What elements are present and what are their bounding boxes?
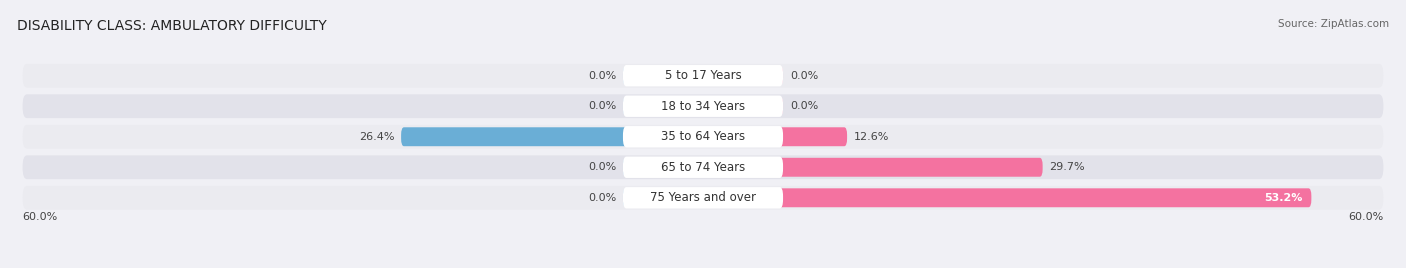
Text: 18 to 34 Years: 18 to 34 Years	[661, 100, 745, 113]
FancyBboxPatch shape	[703, 66, 783, 85]
Text: 0.0%: 0.0%	[588, 71, 616, 81]
Text: 0.0%: 0.0%	[790, 101, 818, 111]
FancyBboxPatch shape	[623, 158, 703, 177]
FancyBboxPatch shape	[623, 96, 783, 117]
Text: 0.0%: 0.0%	[588, 101, 616, 111]
FancyBboxPatch shape	[22, 125, 1384, 149]
FancyBboxPatch shape	[22, 155, 1384, 179]
FancyBboxPatch shape	[623, 188, 703, 207]
Text: 65 to 74 Years: 65 to 74 Years	[661, 161, 745, 174]
FancyBboxPatch shape	[623, 187, 783, 209]
Text: 53.2%: 53.2%	[1264, 193, 1302, 203]
FancyBboxPatch shape	[623, 157, 783, 178]
FancyBboxPatch shape	[623, 66, 703, 85]
FancyBboxPatch shape	[623, 65, 783, 86]
Text: 35 to 64 Years: 35 to 64 Years	[661, 130, 745, 143]
Text: 0.0%: 0.0%	[790, 71, 818, 81]
Text: 60.0%: 60.0%	[22, 212, 58, 222]
FancyBboxPatch shape	[623, 126, 783, 147]
Text: 75 Years and over: 75 Years and over	[650, 191, 756, 204]
FancyBboxPatch shape	[703, 188, 1312, 207]
FancyBboxPatch shape	[623, 97, 703, 116]
Text: 60.0%: 60.0%	[1348, 212, 1384, 222]
FancyBboxPatch shape	[703, 97, 783, 116]
Text: 5 to 17 Years: 5 to 17 Years	[665, 69, 741, 82]
Text: 12.6%: 12.6%	[853, 132, 890, 142]
FancyBboxPatch shape	[22, 64, 1384, 88]
Text: DISABILITY CLASS: AMBULATORY DIFFICULTY: DISABILITY CLASS: AMBULATORY DIFFICULTY	[17, 19, 326, 33]
Text: 0.0%: 0.0%	[588, 162, 616, 172]
FancyBboxPatch shape	[703, 158, 1043, 177]
Text: Source: ZipAtlas.com: Source: ZipAtlas.com	[1278, 19, 1389, 29]
FancyBboxPatch shape	[401, 127, 703, 146]
Text: 29.7%: 29.7%	[1049, 162, 1085, 172]
Text: 26.4%: 26.4%	[359, 132, 394, 142]
FancyBboxPatch shape	[22, 186, 1384, 210]
Text: 0.0%: 0.0%	[588, 193, 616, 203]
FancyBboxPatch shape	[703, 127, 846, 146]
FancyBboxPatch shape	[22, 94, 1384, 118]
